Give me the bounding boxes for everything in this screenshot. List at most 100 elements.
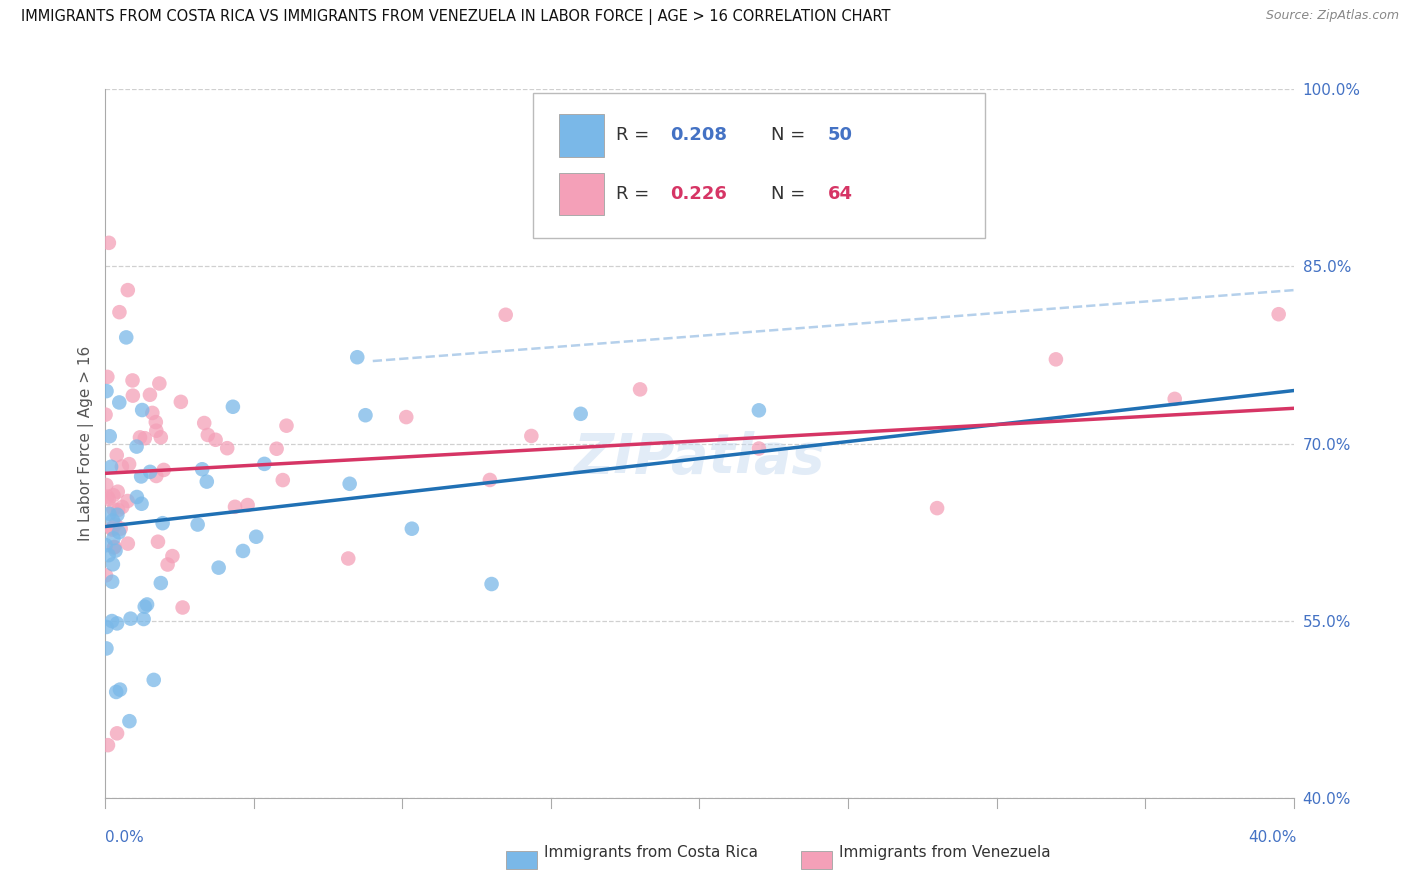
Point [146,534,169,549]
Point [204,433,226,447]
Point [125,440,148,454]
Point [141,406,163,420]
Point [131,497,153,511]
Point [96,384,118,398]
Point [139,388,162,402]
Point [152,516,174,531]
Point [187,517,209,532]
Point [131,403,153,417]
Point [145,469,167,483]
Point [478,473,501,487]
Point [108,305,131,319]
Point [97,738,120,752]
Point [628,383,651,397]
Text: 0.0%: 0.0% [105,830,145,845]
Point [197,428,219,442]
Point [481,577,503,591]
Point [253,457,276,471]
Point [927,501,949,516]
Text: Source: ZipAtlas.com: Source: ZipAtlas.com [1265,9,1399,22]
Point [1164,392,1187,406]
Point [152,463,174,477]
Point [97,491,120,506]
Point [121,389,143,403]
Point [748,403,770,417]
FancyBboxPatch shape [533,93,984,238]
Point [107,484,129,499]
Point [170,395,193,409]
Text: 0.226: 0.226 [669,186,727,203]
Point [108,525,131,540]
Point [245,530,267,544]
Point [101,558,124,572]
Point [266,442,288,456]
Text: R =: R = [616,127,655,145]
Point [111,500,134,514]
Point [337,551,360,566]
Point [117,536,139,550]
Point [354,408,377,422]
Text: N =: N = [770,127,811,145]
Point [1267,307,1289,321]
Point [97,235,120,250]
Point [120,612,142,626]
Point [118,714,141,728]
Point [193,416,215,430]
Point [339,476,361,491]
Point [104,543,127,558]
Point [129,469,152,483]
Text: 50: 50 [828,127,853,145]
Text: R =: R = [616,186,655,203]
Point [101,574,124,589]
Text: Immigrants from Venezuela: Immigrants from Venezuela [839,845,1052,860]
Point [101,523,124,537]
Point [222,400,245,414]
Point [98,507,121,521]
Point [172,600,194,615]
Point [96,641,118,656]
Text: Immigrants from Costa Rica: Immigrants from Costa Rica [544,845,758,860]
Point [96,370,118,384]
Point [276,418,298,433]
Point [145,415,167,429]
Point [105,616,128,631]
Point [271,473,294,487]
Point [101,513,124,527]
Point [148,376,170,391]
Point [105,448,128,462]
Point [142,673,165,687]
FancyBboxPatch shape [801,851,832,869]
Point [224,500,246,514]
Point [97,548,120,562]
Point [134,599,156,614]
Point [134,431,156,445]
Point [117,283,139,297]
Point [191,462,214,476]
Y-axis label: In Labor Force | Age > 16: In Labor Force | Age > 16 [79,346,94,541]
Point [108,682,131,697]
Point [96,620,118,634]
Point [149,576,172,591]
Point [125,490,148,504]
Text: 64: 64 [828,186,853,203]
Point [132,612,155,626]
Point [96,490,118,504]
Point [104,517,127,532]
Point [139,465,162,479]
FancyBboxPatch shape [560,173,605,216]
Point [115,330,138,344]
Point [136,598,159,612]
FancyBboxPatch shape [560,114,605,157]
Point [232,544,254,558]
Point [121,374,143,388]
Point [395,410,418,425]
Point [145,424,167,438]
Point [110,522,132,536]
Point [118,457,141,471]
Point [105,685,128,699]
Text: N =: N = [770,186,811,203]
Point [103,502,125,516]
Point [107,503,129,517]
Point [569,407,592,421]
Point [520,429,543,443]
